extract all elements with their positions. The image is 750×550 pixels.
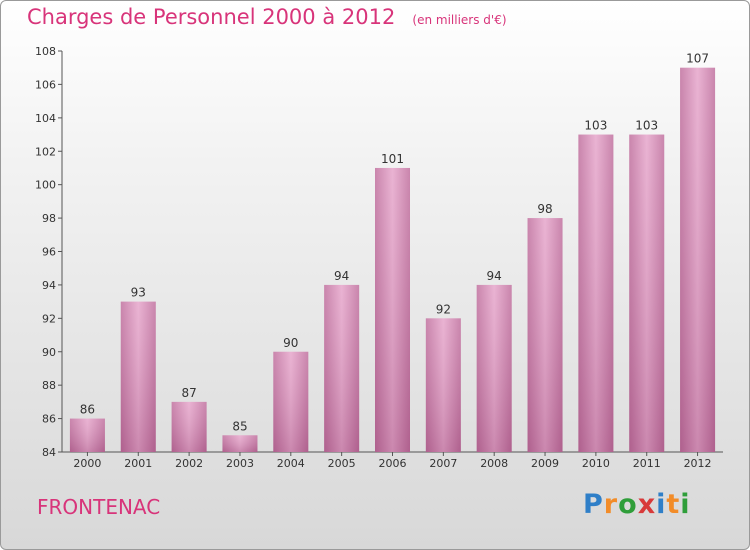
- logo-letter: t: [666, 489, 681, 520]
- bar-value-label: 92: [436, 302, 451, 316]
- bar-value-label: 103: [635, 119, 658, 133]
- logo-letter: o: [618, 489, 638, 520]
- x-tick-label: 2002: [175, 457, 203, 470]
- x-tick-label: 2012: [684, 457, 712, 470]
- x-tick-label: 2004: [277, 457, 305, 470]
- brand-logo: Proxiti: [583, 489, 691, 520]
- logo-letter: x: [637, 489, 657, 520]
- bar-shade: [578, 134, 614, 452]
- x-tick-label: 2008: [480, 457, 508, 470]
- bar-shade: [324, 284, 360, 452]
- bar-shade: [171, 401, 207, 452]
- y-tick-label: 104: [35, 112, 56, 125]
- bar-value-label: 86: [80, 403, 95, 417]
- x-tick-label: 2007: [429, 457, 457, 470]
- bar-shade: [629, 134, 665, 452]
- bar-shade: [527, 218, 563, 452]
- logo-letter: P: [583, 489, 604, 520]
- bar-shade: [375, 167, 410, 453]
- location-label: FRONTENAC: [37, 495, 161, 519]
- bar-value-label: 85: [232, 419, 247, 433]
- x-tick-label: 2006: [379, 457, 407, 470]
- x-tick-label: 2003: [226, 457, 254, 470]
- bar-value-label: 94: [334, 269, 349, 283]
- chart-title: Charges de Personnel 2000 à 2012: [27, 5, 396, 29]
- bar-shade: [222, 435, 258, 452]
- y-tick-label: 106: [35, 78, 56, 91]
- y-tick-label: 100: [35, 179, 56, 192]
- y-tick-label: 102: [35, 145, 56, 158]
- x-tick-label: 2010: [582, 457, 610, 470]
- y-tick-label: 90: [42, 346, 56, 359]
- bar-shade: [680, 67, 716, 452]
- bar-value-label: 87: [181, 386, 196, 400]
- bar-shade: [425, 318, 461, 452]
- logo-letter: i: [656, 489, 667, 520]
- bar-value-label: 90: [283, 336, 298, 350]
- chart-subtitle: (en milliers d'€): [412, 13, 507, 27]
- bar-value-label: 103: [584, 119, 607, 133]
- chart-title-block: Charges de Personnel 2000 à 2012 (en mil…: [27, 5, 507, 29]
- y-tick-label: 108: [35, 45, 56, 58]
- x-tick-label: 2000: [73, 457, 101, 470]
- y-tick-label: 88: [42, 379, 56, 392]
- x-tick-label: 2005: [328, 457, 356, 470]
- bar-shade: [476, 284, 512, 452]
- y-tick-label: 84: [42, 446, 56, 459]
- bar-shade: [69, 418, 105, 452]
- bar-value-label: 93: [131, 286, 146, 300]
- y-tick-label: 98: [42, 212, 56, 225]
- bar-value-label: 101: [381, 152, 404, 166]
- y-tick-label: 92: [42, 312, 56, 325]
- bar-shade: [120, 301, 156, 452]
- logo-letter: r: [603, 489, 619, 520]
- x-tick-label: 2001: [124, 457, 152, 470]
- x-tick-label: 2009: [531, 457, 559, 470]
- x-tick-label: 2011: [633, 457, 661, 470]
- y-tick-label: 86: [42, 413, 56, 426]
- bar-shade: [273, 351, 309, 452]
- bar-value-label: 107: [686, 52, 709, 66]
- y-tick-label: 96: [42, 246, 56, 259]
- bar-value-label: 98: [537, 202, 552, 216]
- logo-letter: i: [680, 489, 691, 520]
- y-tick-label: 94: [42, 279, 56, 292]
- bar-value-label: 94: [487, 269, 502, 283]
